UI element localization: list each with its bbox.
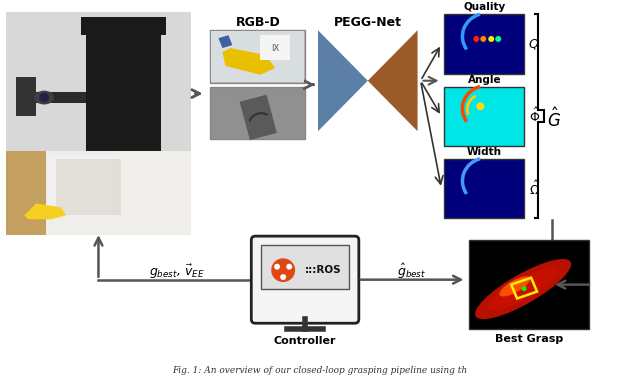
FancyBboxPatch shape bbox=[252, 236, 359, 323]
Text: $\hat{\Omega}$: $\hat{\Omega}$ bbox=[529, 180, 540, 198]
Polygon shape bbox=[24, 204, 66, 219]
Polygon shape bbox=[218, 35, 232, 48]
Ellipse shape bbox=[488, 268, 558, 311]
Text: Fig. 1: An overview of our closed-loop grasping pipeline using th: Fig. 1: An overview of our closed-loop g… bbox=[172, 366, 468, 375]
Bar bbox=[6, 12, 191, 151]
Circle shape bbox=[280, 274, 286, 280]
Text: PEGG-Net: PEGG-Net bbox=[334, 16, 402, 29]
Text: $\hat{g}_{best}$: $\hat{g}_{best}$ bbox=[397, 262, 427, 281]
Bar bbox=[444, 87, 524, 146]
Polygon shape bbox=[48, 156, 116, 214]
Bar bbox=[444, 15, 524, 74]
Bar bbox=[469, 240, 589, 329]
Circle shape bbox=[522, 286, 527, 291]
Text: Width: Width bbox=[467, 147, 502, 157]
Bar bbox=[211, 31, 304, 82]
Bar bbox=[86, 17, 161, 151]
Polygon shape bbox=[223, 48, 275, 75]
Text: $\hat{G}$: $\hat{G}$ bbox=[547, 108, 561, 131]
Text: :::ROS: :::ROS bbox=[305, 265, 341, 275]
Text: Quality: Quality bbox=[463, 2, 506, 13]
Text: $g_{best}$, $\vec{v}_{EE}$: $g_{best}$, $\vec{v}_{EE}$ bbox=[149, 263, 205, 281]
Text: $\hat{\Phi}$: $\hat{\Phi}$ bbox=[529, 108, 540, 126]
Text: Angle: Angle bbox=[467, 75, 501, 85]
Bar bbox=[46, 151, 191, 235]
Circle shape bbox=[279, 266, 287, 274]
Circle shape bbox=[274, 264, 280, 270]
Text: Controller: Controller bbox=[274, 336, 336, 346]
Bar bbox=[6, 151, 191, 235]
Bar bbox=[261, 245, 349, 289]
Bar bbox=[211, 30, 305, 83]
Circle shape bbox=[476, 102, 484, 110]
Ellipse shape bbox=[475, 259, 571, 319]
Bar bbox=[26, 92, 86, 104]
Polygon shape bbox=[239, 94, 277, 140]
Circle shape bbox=[495, 36, 501, 42]
Polygon shape bbox=[17, 77, 36, 116]
Ellipse shape bbox=[499, 275, 547, 304]
Bar bbox=[6, 12, 191, 235]
Bar bbox=[260, 35, 290, 60]
Ellipse shape bbox=[499, 276, 530, 296]
Polygon shape bbox=[318, 30, 368, 131]
Ellipse shape bbox=[35, 91, 54, 104]
Polygon shape bbox=[56, 159, 121, 215]
Circle shape bbox=[286, 264, 292, 270]
Bar bbox=[444, 159, 524, 218]
Bar bbox=[211, 87, 305, 139]
Text: RGB-D: RGB-D bbox=[236, 16, 280, 29]
Text: $Q$: $Q$ bbox=[529, 37, 540, 51]
Circle shape bbox=[271, 258, 295, 282]
Circle shape bbox=[39, 93, 49, 103]
Circle shape bbox=[474, 36, 479, 42]
Circle shape bbox=[488, 36, 494, 42]
Circle shape bbox=[480, 36, 486, 42]
Bar bbox=[81, 17, 166, 35]
Text: IX: IX bbox=[271, 43, 279, 53]
Text: Best Grasp: Best Grasp bbox=[495, 334, 563, 344]
Polygon shape bbox=[368, 30, 417, 131]
